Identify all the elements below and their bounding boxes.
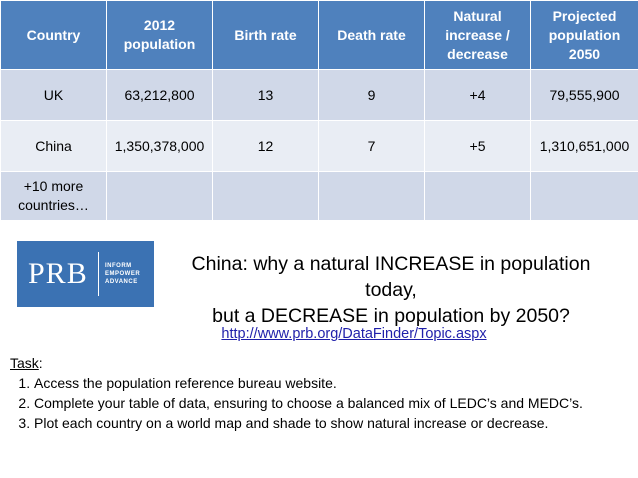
cell-population: 1,350,378,000 (106, 120, 213, 172)
table-row: China 1,350,378,000 12 7 +5 1,310,651,00… (0, 120, 638, 172)
cell-death-rate (318, 171, 425, 221)
title-line-1: China: why a natural INCREASE in populat… (191, 253, 591, 301)
table-header-row: Country 2012 population Birth rate Death… (0, 0, 638, 70)
task-section: Task: Access the population reference bu… (10, 353, 630, 433)
population-table: Country 2012 population Birth rate Death… (0, 0, 638, 221)
list-item: Plot each country on a world map and sha… (34, 413, 630, 433)
title-line-2: but a DECREASE in population by 2050? (212, 305, 570, 327)
cell-country: UK (0, 69, 107, 121)
header-natural-increase: Natural increase / decrease (424, 0, 531, 70)
header-death-rate: Death rate (318, 0, 425, 70)
cell-projected: 1,310,651,000 (530, 120, 638, 172)
cell-country: China (0, 120, 107, 172)
header-projected-population: Projected population 2050 (530, 0, 638, 70)
prb-logo-tagline: INFORM EMPOWER ADVANCE (105, 262, 140, 286)
cell-birth-rate (212, 171, 319, 221)
logo-divider (98, 252, 99, 296)
task-heading: Task: (10, 353, 630, 373)
cell-projected (530, 171, 638, 221)
tagline-line: EMPOWER (105, 271, 141, 277)
prb-logo-text: PRB (28, 257, 88, 290)
tagline-line: INFORM (105, 263, 132, 269)
tagline-line: ADVANCE (105, 279, 138, 285)
list-item: Access the population reference bureau w… (34, 373, 630, 393)
slide-title: China: why a natural INCREASE in populat… (168, 251, 614, 329)
task-label: Task (10, 355, 39, 371)
cell-natural-change (424, 171, 531, 221)
header-country: Country (0, 0, 107, 70)
cell-death-rate: 9 (318, 69, 425, 121)
prb-datafinder-link[interactable]: http://www.prb.org/DataFinder/Topic.aspx (221, 326, 487, 342)
header-2012-population: 2012 population (106, 0, 213, 70)
task-colon: : (38, 355, 43, 371)
header-birth-rate: Birth rate (212, 0, 319, 70)
cell-death-rate: 7 (318, 120, 425, 172)
table-row: +10 more countries… (0, 171, 638, 221)
cell-natural-change: +5 (424, 120, 531, 172)
cell-birth-rate: 13 (212, 69, 319, 121)
cell-country: +10 more countries… (0, 171, 107, 221)
prb-logo: PRB INFORM EMPOWER ADVANCE (17, 241, 154, 307)
list-item: Complete your table of data, ensuring to… (34, 393, 630, 413)
table-row: UK 63,212,800 13 9 +4 79,555,900 (0, 69, 638, 121)
cell-population: 63,212,800 (106, 69, 213, 121)
cell-natural-change: +4 (424, 69, 531, 121)
task-list: Access the population reference bureau w… (10, 373, 630, 433)
cell-birth-rate: 12 (212, 120, 319, 172)
cell-projected: 79,555,900 (530, 69, 638, 121)
cell-population (106, 171, 213, 221)
